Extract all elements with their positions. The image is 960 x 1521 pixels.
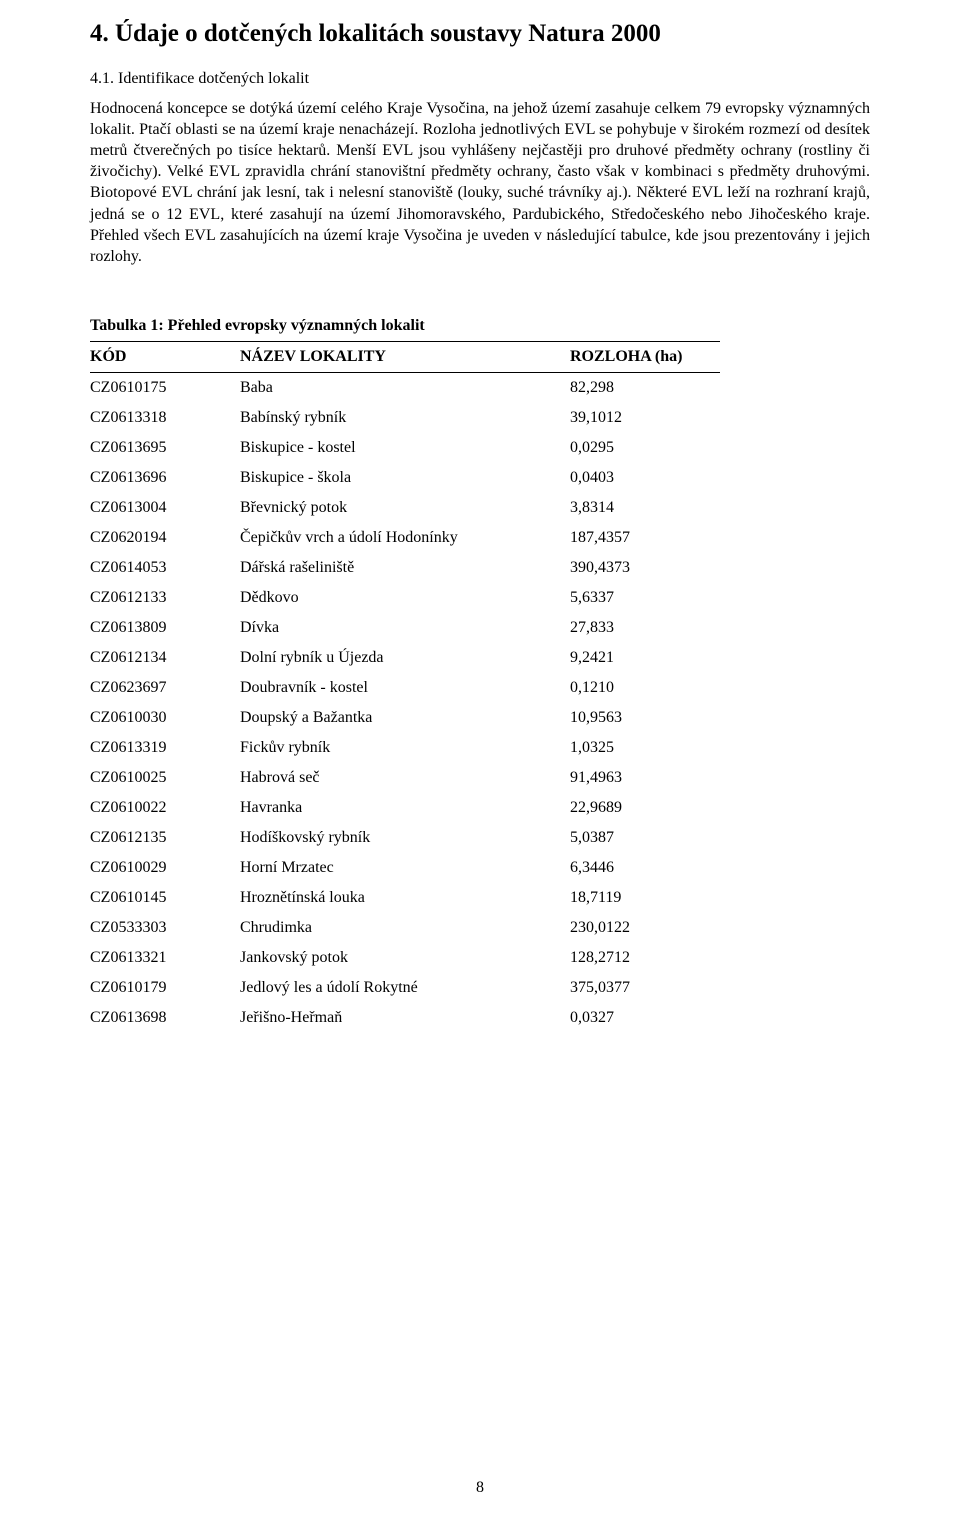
cell-nazev: Dědkovo xyxy=(240,583,570,613)
table-row: CZ0620194Čepičkův vrch a údolí Hodonínky… xyxy=(90,523,720,553)
cell-kod: CZ0613809 xyxy=(90,613,240,643)
col-header-rozloha: ROZLOHA (ha) xyxy=(570,341,720,372)
cell-kod: CZ0612135 xyxy=(90,823,240,853)
cell-rozloha: 375,0377 xyxy=(570,973,720,1003)
cell-kod: CZ0613004 xyxy=(90,493,240,523)
table-row: CZ0612133Dědkovo5,6337 xyxy=(90,583,720,613)
cell-kod: CZ0613319 xyxy=(90,733,240,763)
table-row: CZ0613696Biskupice - škola0,0403 xyxy=(90,463,720,493)
cell-rozloha: 27,833 xyxy=(570,613,720,643)
cell-nazev: Chrudimka xyxy=(240,913,570,943)
table-row: CZ0613319Fickův rybník1,0325 xyxy=(90,733,720,763)
cell-rozloha: 9,2421 xyxy=(570,643,720,673)
cell-kod: CZ0613696 xyxy=(90,463,240,493)
cell-nazev: Dívka xyxy=(240,613,570,643)
cell-kod: CZ0620194 xyxy=(90,523,240,553)
cell-kod: CZ0610029 xyxy=(90,853,240,883)
cell-nazev: Jeřišno-Heřmaň xyxy=(240,1003,570,1033)
subsection-heading: 4.1. Identifikace dotčených lokalit xyxy=(90,70,870,88)
cell-nazev: Doupský a Bažantka xyxy=(240,703,570,733)
cell-kod: CZ0614053 xyxy=(90,553,240,583)
cell-nazev: Dolní rybník u Újezda xyxy=(240,643,570,673)
intro-paragraph: Hodnocená koncepce se dotýká území celéh… xyxy=(90,98,870,267)
cell-kod: CZ0533303 xyxy=(90,913,240,943)
table-row: CZ0610175Baba82,298 xyxy=(90,372,720,403)
cell-nazev: Biskupice - škola xyxy=(240,463,570,493)
col-header-nazev: NÁZEV LOKALITY xyxy=(240,341,570,372)
cell-nazev: Babínský rybník xyxy=(240,403,570,433)
cell-nazev: Doubravník - kostel xyxy=(240,673,570,703)
cell-rozloha: 22,9689 xyxy=(570,793,720,823)
cell-nazev: Hodíškovský rybník xyxy=(240,823,570,853)
table-body: CZ0610175Baba82,298CZ0613318Babínský ryb… xyxy=(90,372,720,1033)
cell-rozloha: 91,4963 xyxy=(570,763,720,793)
cell-kod: CZ0610022 xyxy=(90,793,240,823)
table-row: CZ0533303Chrudimka230,0122 xyxy=(90,913,720,943)
table-row: CZ0613004Břevnický potok3,8314 xyxy=(90,493,720,523)
cell-kod: CZ0610025 xyxy=(90,763,240,793)
table-row: CZ0610029Horní Mrzatec6,3446 xyxy=(90,853,720,883)
cell-nazev: Habrová seč xyxy=(240,763,570,793)
cell-nazev: Havranka xyxy=(240,793,570,823)
cell-rozloha: 3,8314 xyxy=(570,493,720,523)
col-header-kod: KÓD xyxy=(90,341,240,372)
cell-rozloha: 0,1210 xyxy=(570,673,720,703)
cell-nazev: Hroznětínská louka xyxy=(240,883,570,913)
cell-kod: CZ0612134 xyxy=(90,643,240,673)
cell-nazev: Jankovský potok xyxy=(240,943,570,973)
table-row: CZ0613809Dívka27,833 xyxy=(90,613,720,643)
table-row: CZ0610022Havranka22,9689 xyxy=(90,793,720,823)
table-row: CZ0610030Doupský a Bažantka10,9563 xyxy=(90,703,720,733)
cell-rozloha: 82,298 xyxy=(570,372,720,403)
table-row: CZ0613698Jeřišno-Heřmaň0,0327 xyxy=(90,1003,720,1033)
table-caption: Tabulka 1: Přehled evropsky významných l… xyxy=(90,317,870,335)
table-row: CZ0613321Jankovský potok128,2712 xyxy=(90,943,720,973)
cell-kod: CZ0612133 xyxy=(90,583,240,613)
cell-kod: CZ0623697 xyxy=(90,673,240,703)
cell-nazev: Horní Mrzatec xyxy=(240,853,570,883)
cell-nazev: Fickův rybník xyxy=(240,733,570,763)
cell-nazev: Jedlový les a údolí Rokytné xyxy=(240,973,570,1003)
cell-nazev: Čepičkův vrch a údolí Hodonínky xyxy=(240,523,570,553)
cell-kod: CZ0610030 xyxy=(90,703,240,733)
cell-nazev: Dářská rašeliniště xyxy=(240,553,570,583)
table-row: CZ0614053Dářská rašeliniště390,4373 xyxy=(90,553,720,583)
cell-kod: CZ0613321 xyxy=(90,943,240,973)
page-number: 8 xyxy=(0,1479,960,1497)
table-row: CZ0623697Doubravník - kostel0,1210 xyxy=(90,673,720,703)
cell-rozloha: 5,0387 xyxy=(570,823,720,853)
cell-kod: CZ0610175 xyxy=(90,372,240,403)
table-row: CZ0612135Hodíškovský rybník5,0387 xyxy=(90,823,720,853)
cell-rozloha: 39,1012 xyxy=(570,403,720,433)
cell-rozloha: 128,2712 xyxy=(570,943,720,973)
cell-kod: CZ0613695 xyxy=(90,433,240,463)
cell-rozloha: 390,4373 xyxy=(570,553,720,583)
cell-rozloha: 187,4357 xyxy=(570,523,720,553)
cell-rozloha: 0,0403 xyxy=(570,463,720,493)
cell-rozloha: 1,0325 xyxy=(570,733,720,763)
cell-kod: CZ0613318 xyxy=(90,403,240,433)
table-row: CZ0610145Hroznětínská louka18,7119 xyxy=(90,883,720,913)
cell-rozloha: 5,6337 xyxy=(570,583,720,613)
table-row: CZ0610179Jedlový les a údolí Rokytné375,… xyxy=(90,973,720,1003)
table-row: CZ0613318Babínský rybník39,1012 xyxy=(90,403,720,433)
cell-rozloha: 0,0327 xyxy=(570,1003,720,1033)
cell-nazev: Břevnický potok xyxy=(240,493,570,523)
cell-kod: CZ0613698 xyxy=(90,1003,240,1033)
cell-nazev: Biskupice - kostel xyxy=(240,433,570,463)
table-row: CZ0610025Habrová seč91,4963 xyxy=(90,763,720,793)
locality-table: KÓD NÁZEV LOKALITY ROZLOHA (ha) CZ061017… xyxy=(90,341,720,1033)
cell-rozloha: 230,0122 xyxy=(570,913,720,943)
cell-rozloha: 10,9563 xyxy=(570,703,720,733)
cell-rozloha: 6,3446 xyxy=(570,853,720,883)
section-heading: 4. Údaje o dotčených lokalitách soustavy… xyxy=(90,20,870,48)
cell-rozloha: 0,0295 xyxy=(570,433,720,463)
table-header-row: KÓD NÁZEV LOKALITY ROZLOHA (ha) xyxy=(90,341,720,372)
table-row: CZ0613695Biskupice - kostel0,0295 xyxy=(90,433,720,463)
cell-kod: CZ0610179 xyxy=(90,973,240,1003)
table-row: CZ0612134Dolní rybník u Újezda9,2421 xyxy=(90,643,720,673)
cell-nazev: Baba xyxy=(240,372,570,403)
cell-kod: CZ0610145 xyxy=(90,883,240,913)
cell-rozloha: 18,7119 xyxy=(570,883,720,913)
